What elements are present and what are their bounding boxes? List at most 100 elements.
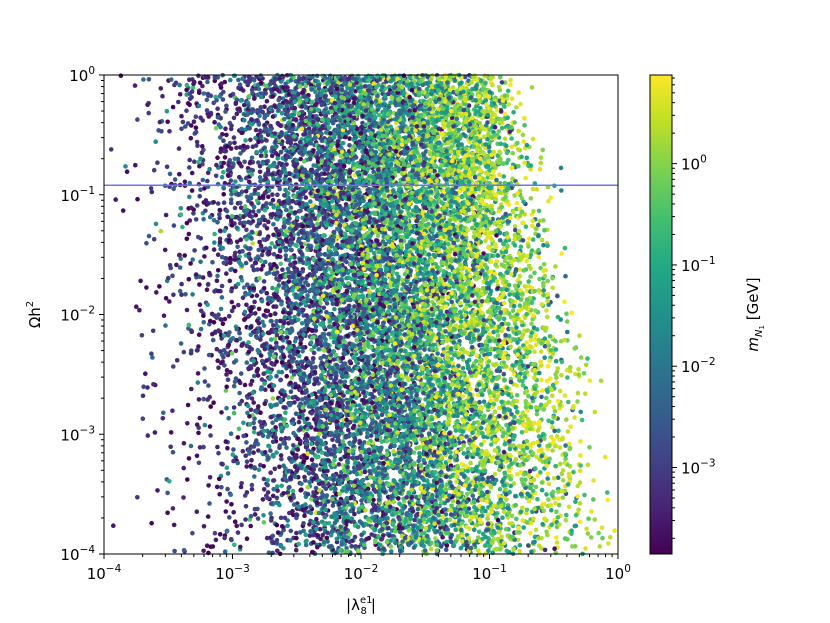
data-point — [192, 131, 198, 136]
data-point — [261, 323, 267, 328]
data-point — [517, 542, 523, 548]
data-point — [177, 265, 183, 270]
data-point — [186, 276, 192, 282]
data-point — [235, 530, 241, 535]
data-point — [410, 377, 415, 382]
data-point — [165, 119, 170, 125]
data-point — [575, 483, 580, 489]
data-point — [599, 525, 605, 530]
data-point — [171, 364, 176, 369]
data-point — [212, 78, 218, 84]
data-point — [587, 445, 592, 450]
data-point — [519, 455, 525, 461]
data-point — [550, 393, 555, 399]
data-point — [224, 465, 230, 471]
data-point — [223, 509, 229, 514]
data-point — [545, 532, 550, 538]
data-point — [497, 238, 503, 243]
data-point — [554, 540, 560, 545]
data-point — [257, 175, 263, 180]
data-point — [184, 82, 190, 88]
data-point — [461, 451, 467, 456]
data-point — [350, 425, 356, 431]
data-point — [231, 410, 237, 416]
data-point — [179, 126, 184, 132]
data-point — [485, 136, 490, 142]
data-point — [167, 129, 172, 134]
data-point — [272, 466, 278, 472]
data-point — [449, 503, 454, 509]
data-point — [111, 523, 116, 528]
data-point — [576, 367, 581, 372]
data-point — [201, 91, 207, 96]
data-point — [564, 319, 570, 324]
data-point — [263, 149, 269, 154]
data-point — [306, 126, 312, 131]
data-point — [486, 548, 491, 554]
data-point — [308, 199, 313, 204]
data-point — [541, 261, 547, 267]
data-point — [189, 170, 195, 176]
data-point — [123, 164, 128, 169]
data-point — [266, 188, 272, 193]
data-point — [553, 550, 558, 556]
data-point — [559, 373, 564, 378]
data-point — [524, 155, 530, 161]
data-point — [332, 457, 337, 463]
data-point — [496, 129, 502, 134]
data-point — [299, 481, 304, 487]
data-point — [148, 186, 154, 191]
data-point — [187, 194, 192, 200]
data-point — [583, 546, 588, 551]
data-point — [448, 450, 453, 455]
data-point — [565, 429, 571, 434]
data-point — [377, 460, 382, 466]
data-point — [458, 545, 464, 551]
data-point — [470, 225, 475, 231]
data-point — [542, 355, 547, 361]
data-point — [571, 469, 576, 475]
data-point — [554, 380, 559, 385]
data-point — [302, 474, 307, 480]
data-point — [221, 185, 226, 191]
data-point — [526, 244, 531, 249]
data-point — [564, 512, 569, 518]
data-point — [512, 224, 518, 229]
data-point — [221, 169, 226, 175]
data-point — [190, 292, 195, 297]
data-point — [254, 293, 260, 298]
data-point — [194, 203, 200, 208]
data-point — [524, 258, 529, 264]
data-point — [521, 220, 526, 225]
data-point — [300, 345, 306, 350]
data-point — [232, 205, 238, 211]
data-point — [257, 169, 263, 175]
data-point — [185, 477, 190, 482]
data-point — [376, 465, 381, 471]
data-point — [538, 359, 543, 364]
data-point — [242, 118, 247, 123]
data-point — [244, 227, 249, 233]
data-point — [243, 453, 248, 459]
data-point — [195, 371, 201, 376]
data-point — [530, 237, 536, 242]
data-point — [198, 187, 203, 192]
data-point — [537, 276, 542, 282]
data-point — [275, 484, 280, 489]
data-point — [270, 533, 276, 539]
data-point — [220, 321, 226, 327]
data-point — [170, 408, 175, 414]
data-point — [251, 373, 257, 379]
data-point — [252, 425, 257, 431]
data-point — [250, 264, 255, 269]
data-point — [191, 119, 197, 124]
data-point — [172, 177, 178, 182]
data-point — [280, 96, 286, 101]
data-point — [186, 231, 192, 237]
data-point — [534, 454, 539, 460]
data-point — [274, 340, 279, 346]
data-point — [196, 103, 202, 109]
data-point — [546, 481, 552, 487]
data-point — [497, 149, 502, 155]
data-point — [548, 195, 554, 200]
